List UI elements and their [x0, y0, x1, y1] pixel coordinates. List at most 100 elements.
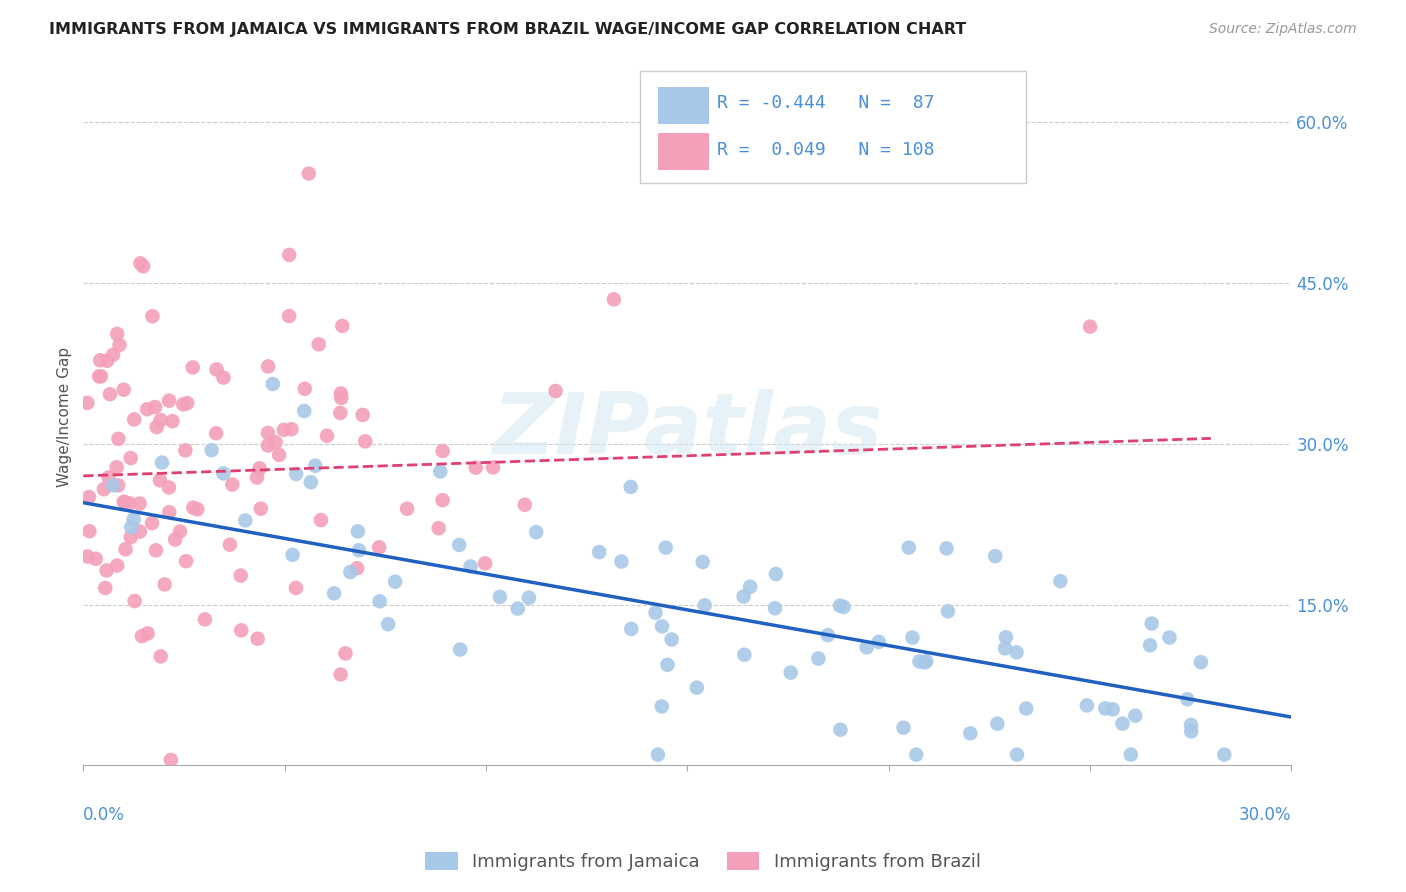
Point: [77, 490, 100, 504]
Point: [98, 387, 121, 401]
Point: [122, 512, 145, 526]
Point: [304, 458, 326, 473]
Point: [162, 414, 184, 428]
Point: [377, 617, 399, 632]
Point: [186, 502, 208, 516]
Point: [733, 590, 755, 604]
Point: [368, 594, 391, 608]
Point: [693, 599, 716, 613]
Point: [246, 632, 269, 646]
Point: [157, 393, 180, 408]
Point: [105, 326, 128, 341]
Point: [264, 435, 287, 450]
Point: [647, 747, 669, 762]
Point: [901, 631, 924, 645]
Point: [368, 541, 391, 555]
Text: R =  0.049   N = 108: R = 0.049 N = 108: [717, 141, 935, 159]
Point: [460, 559, 482, 574]
Point: [76, 396, 98, 410]
Point: [231, 624, 253, 638]
Point: [101, 478, 124, 492]
Point: [1111, 716, 1133, 731]
Point: [93, 482, 115, 496]
Point: [107, 478, 129, 492]
Point: [181, 360, 204, 375]
Point: [329, 386, 352, 401]
Point: [427, 521, 450, 535]
Point: [108, 338, 131, 352]
Point: [128, 524, 150, 539]
Point: [1189, 655, 1212, 669]
Point: [329, 667, 352, 681]
Point: [281, 548, 304, 562]
Point: [733, 648, 755, 662]
Point: [257, 438, 280, 452]
Point: [246, 470, 269, 484]
Point: [149, 473, 172, 487]
Point: [107, 432, 129, 446]
Point: [129, 256, 152, 270]
Point: [112, 383, 135, 397]
Legend: Immigrants from Jamaica, Immigrants from Brazil: Immigrants from Jamaica, Immigrants from…: [418, 845, 988, 879]
Text: ZIPatlas: ZIPatlas: [492, 390, 883, 473]
Point: [169, 524, 191, 539]
Point: [145, 543, 167, 558]
Point: [651, 699, 673, 714]
Point: [284, 581, 307, 595]
Point: [603, 293, 626, 307]
Point: [1180, 718, 1202, 732]
Point: [249, 501, 271, 516]
Point: [122, 412, 145, 426]
Point: [464, 460, 486, 475]
Point: [183, 500, 205, 515]
Point: [212, 467, 235, 481]
Point: [79, 524, 101, 539]
Point: [292, 404, 315, 418]
Point: [765, 566, 787, 581]
Point: [149, 413, 172, 427]
Point: [1094, 701, 1116, 715]
Point: [1139, 638, 1161, 652]
Point: [905, 747, 928, 762]
Point: [994, 630, 1017, 644]
Point: [294, 382, 316, 396]
Point: [1177, 692, 1199, 706]
Point: [654, 541, 676, 555]
Point: [101, 348, 124, 362]
Text: 30.0%: 30.0%: [1239, 806, 1292, 824]
Point: [316, 428, 339, 442]
Point: [105, 460, 128, 475]
Point: [807, 651, 830, 665]
Point: [429, 465, 451, 479]
Point: [128, 496, 150, 510]
Point: [84, 551, 107, 566]
Point: [610, 554, 633, 568]
Point: [1159, 631, 1181, 645]
Point: [112, 495, 135, 509]
Point: [194, 612, 217, 626]
Point: [146, 420, 169, 434]
Point: [141, 310, 163, 324]
Point: [959, 726, 981, 740]
Point: [740, 580, 762, 594]
Point: [280, 422, 302, 436]
Point: [97, 470, 120, 484]
Point: [174, 554, 197, 568]
Point: [513, 498, 536, 512]
Point: [308, 337, 330, 351]
Point: [347, 524, 370, 539]
Point: [482, 460, 505, 475]
Point: [114, 542, 136, 557]
Point: [661, 632, 683, 647]
Point: [76, 549, 98, 564]
Point: [143, 400, 166, 414]
Point: [132, 260, 155, 274]
Point: [262, 377, 284, 392]
Point: [149, 649, 172, 664]
Point: [347, 543, 370, 558]
Point: [233, 513, 256, 527]
Point: [136, 402, 159, 417]
Point: [1140, 616, 1163, 631]
Point: [205, 426, 228, 441]
Point: [94, 581, 117, 595]
